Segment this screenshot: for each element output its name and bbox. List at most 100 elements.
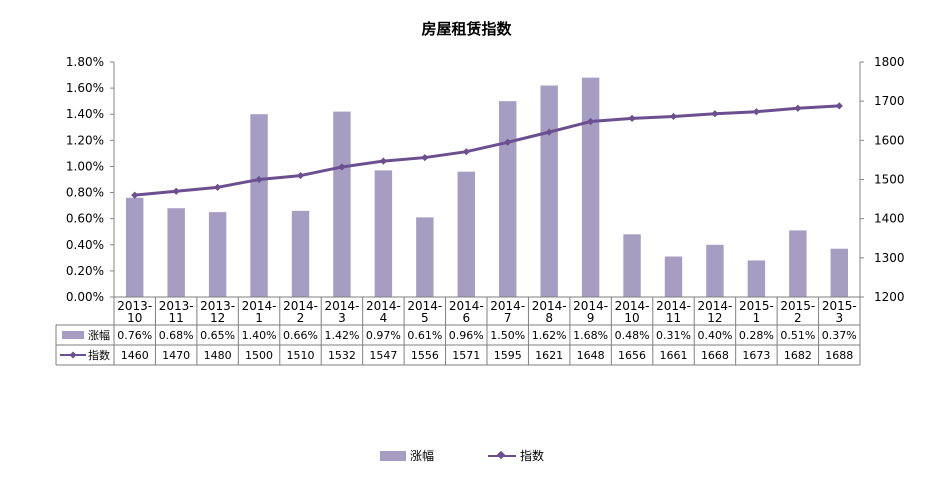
bar <box>499 101 517 298</box>
table-cell-value: 0.28% <box>739 329 774 342</box>
table-cell-value: 0.37% <box>822 329 857 342</box>
line-marker <box>794 104 802 112</box>
bar <box>126 197 144 297</box>
y-right-tick-label: 1500 <box>874 173 905 187</box>
x-tick-label: 2014- <box>573 299 608 313</box>
x-tick-label: 6 <box>462 311 470 325</box>
bar <box>664 256 683 297</box>
x-tick-label: 2014- <box>325 299 360 313</box>
line-marker <box>462 148 470 156</box>
x-tick-label: 2 <box>794 311 802 325</box>
x-tick-label: 10 <box>127 311 142 325</box>
bar <box>789 230 807 297</box>
x-tick-label: 2015- <box>739 299 774 313</box>
x-tick-label: 2014- <box>656 299 691 313</box>
bar <box>250 114 268 297</box>
x-tick-label: 9 <box>587 311 595 325</box>
table-cell-value: 1.42% <box>324 329 359 342</box>
x-tick-label: 2014- <box>532 299 567 313</box>
line-marker <box>421 153 429 162</box>
table-cell-value: 1571 <box>452 349 480 362</box>
x-tick-label: 1 <box>753 311 761 325</box>
line-series <box>134 104 840 197</box>
table-cell-value: 1.62% <box>532 329 567 342</box>
table-cell-value: 0.61% <box>407 329 442 342</box>
table-cell-value: 0.66% <box>283 329 318 342</box>
y-right-tick-label: 1600 <box>874 133 905 147</box>
legend-item-line: 指数 <box>488 447 544 464</box>
y-left-tick-label: 1.80% <box>66 55 104 69</box>
legend-label-bar: 涨幅 <box>410 449 435 463</box>
line-marker <box>711 110 719 118</box>
x-tick-label: 2013- <box>159 299 194 313</box>
x-tick-label: 7 <box>504 311 512 325</box>
table-row-label: 涨幅 <box>88 329 110 342</box>
x-tick-label: 12 <box>210 311 225 325</box>
bar <box>333 111 351 297</box>
y-left-tick-label: 0.00% <box>66 290 104 304</box>
y-left-tick-label: 0.80% <box>66 186 104 200</box>
table-cell-value: 1547 <box>369 349 397 362</box>
x-tick-label: 2014- <box>698 299 733 313</box>
y-left-tick-label: 1.00% <box>66 159 104 173</box>
line-marker <box>255 175 263 184</box>
table-cell-value: 1460 <box>121 349 149 362</box>
line-marker <box>172 187 180 195</box>
y-left-tick-label: 0.40% <box>66 238 104 252</box>
x-tick-label: 10 <box>624 311 639 325</box>
x-tick-label: 12 <box>707 311 722 325</box>
line-marker <box>131 191 139 199</box>
x-tick-label: 2014- <box>449 299 484 313</box>
table-cell-value: 1556 <box>411 349 439 362</box>
table-cell-value: 1470 <box>162 349 190 362</box>
table-cell-value: 1595 <box>494 349 522 362</box>
y-left-tick-label: 0.20% <box>66 264 104 278</box>
table-cell-value: 0.31% <box>656 329 691 342</box>
legend-item-bar: 涨幅 <box>380 447 434 464</box>
x-tick-label: 2013- <box>200 299 235 313</box>
table-cell-value: 1.50% <box>490 329 525 342</box>
bar <box>706 244 724 297</box>
line-marker <box>587 117 595 126</box>
line-marker <box>338 163 346 171</box>
bar <box>208 212 227 297</box>
line-marker <box>628 114 636 122</box>
x-tick-label: 11 <box>169 311 184 325</box>
line-marker <box>214 183 222 191</box>
table-cell-value: 1532 <box>328 349 356 362</box>
x-tick-label: 2014- <box>407 299 442 313</box>
bar <box>747 260 766 297</box>
x-tick-label: 5 <box>421 311 429 325</box>
table-cell-value: 1.40% <box>242 329 277 342</box>
x-tick-label: 3 <box>338 311 346 325</box>
x-tick-label: 2015- <box>780 299 815 313</box>
table-key-bar <box>62 331 84 339</box>
x-tick-label: 2014- <box>615 299 650 313</box>
line-marker <box>669 112 678 121</box>
y-right-tick-label: 1400 <box>874 212 905 226</box>
bar <box>457 171 475 297</box>
y-left-tick-label: 1.40% <box>66 107 104 121</box>
table-cell-value: 0.76% <box>117 329 152 342</box>
table-cell-value: 0.40% <box>697 329 732 342</box>
x-tick-label: 2014- <box>283 299 318 313</box>
table-cell-value: 0.97% <box>366 329 401 342</box>
table-cell-value: 1510 <box>287 349 315 362</box>
line-marker <box>296 171 305 180</box>
x-tick-label: 2014- <box>242 299 277 313</box>
bar <box>416 217 434 297</box>
y-right-tick-label: 1800 <box>874 55 905 69</box>
y-right-tick-label: 1700 <box>874 94 905 108</box>
table-key-marker <box>69 351 77 359</box>
x-tick-label: 2 <box>297 311 305 325</box>
line-marker <box>379 157 387 165</box>
line-marker <box>752 108 760 116</box>
table-cell-value: 1.68% <box>573 329 608 342</box>
table-cell-value: 1648 <box>577 349 605 362</box>
y-left-tick-label: 1.60% <box>66 81 104 95</box>
bar <box>623 234 641 297</box>
x-tick-label: 2014- <box>366 299 401 313</box>
table-cell-value: 1682 <box>784 349 812 362</box>
table-cell-value: 1661 <box>660 349 688 362</box>
